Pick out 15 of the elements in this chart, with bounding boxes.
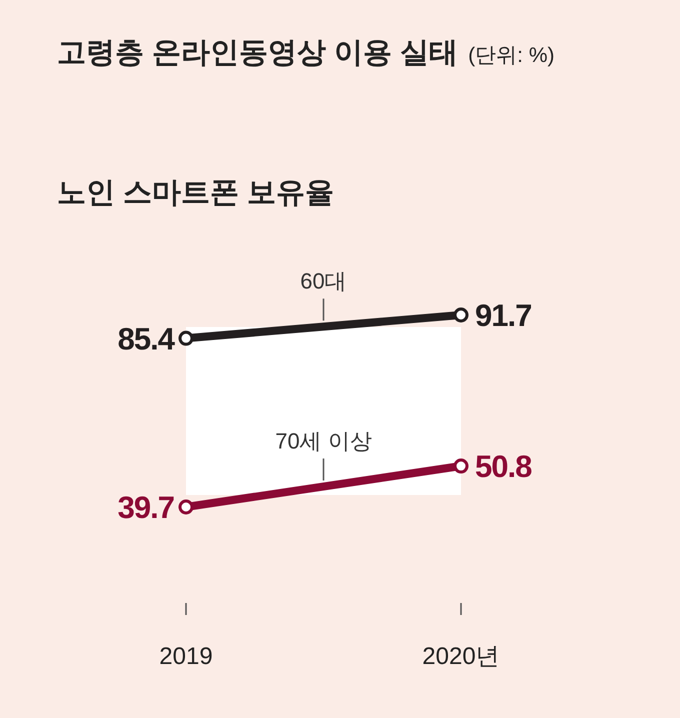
x-tick-label: 2020년	[422, 643, 500, 670]
point	[178, 330, 194, 346]
x-tick-label: 2019	[159, 643, 213, 670]
chart-title: 고령층 온라인동영상 이용 실태	[57, 37, 458, 69]
chart-subtitle: 노인 스마트폰 보유율	[57, 177, 334, 209]
data-label: 39.7	[118, 490, 174, 525]
text: (단위: %)	[468, 44, 554, 67]
point	[454, 458, 468, 474]
data-label: 50.8	[475, 449, 532, 484]
point	[178, 500, 194, 514]
series-label: 70세 이상	[275, 428, 372, 454]
data-label: 85.4	[118, 321, 176, 356]
point	[454, 308, 468, 322]
data-label: 91.7	[475, 298, 532, 333]
series-label: 60대	[300, 268, 347, 294]
